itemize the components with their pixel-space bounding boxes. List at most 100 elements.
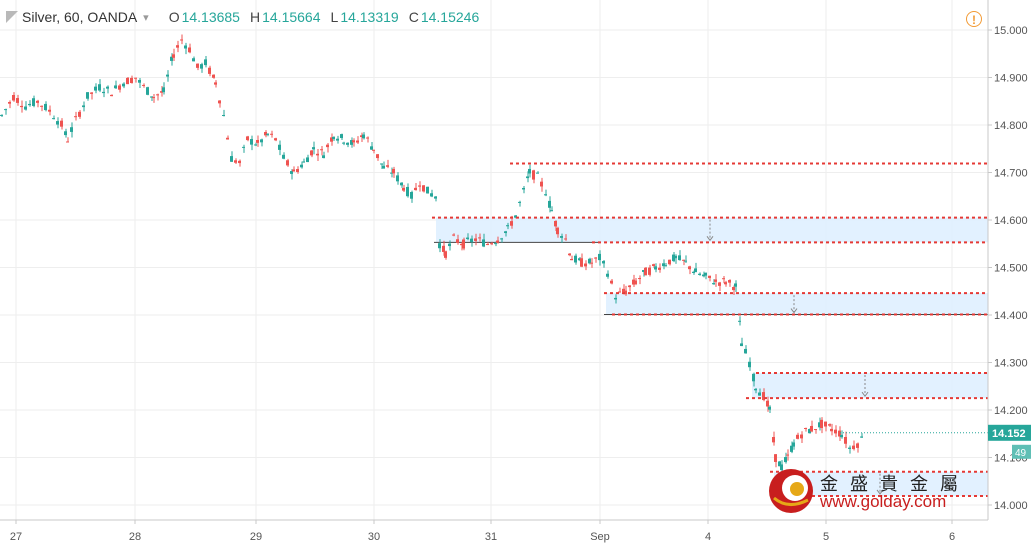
candle-up [426, 186, 429, 194]
close-key: C [408, 9, 419, 25]
candle-down [366, 137, 369, 139]
candle-up [818, 422, 821, 428]
x-tick-label: 6 [949, 531, 955, 543]
candle-up [808, 429, 811, 434]
candle-up [382, 165, 385, 169]
candle-up [184, 45, 187, 49]
candle-down [66, 141, 69, 143]
candle-up [518, 201, 521, 203]
candle-up [504, 231, 507, 234]
candle-up [102, 91, 105, 94]
candle-down [20, 105, 23, 108]
candle-up [200, 64, 203, 69]
candle-down [212, 74, 215, 78]
candle-up [122, 83, 125, 87]
candle-down [74, 116, 77, 118]
y-tick-label: 14.600 [994, 215, 1028, 227]
candle-up [306, 157, 309, 163]
candle-up [106, 86, 109, 89]
candle-down [728, 280, 731, 283]
candle-down [188, 47, 191, 53]
candle-up [290, 171, 293, 174]
candle-down [594, 257, 597, 259]
candle-down [36, 100, 39, 103]
candle-down [590, 262, 593, 264]
candle-down [90, 92, 93, 94]
candle-up [250, 139, 253, 145]
candle-down [554, 220, 557, 227]
zone-arrow-head [790, 308, 798, 314]
candle-down [130, 77, 133, 84]
current-price-label: 14.152 [992, 428, 1026, 440]
candle-up [98, 84, 101, 91]
x-tick-label: 30 [368, 531, 380, 543]
candle-down [238, 160, 241, 164]
candle-down [270, 133, 273, 135]
candle-down [292, 169, 295, 172]
x-tick-label: Sep [590, 531, 610, 543]
candle-down [624, 290, 627, 295]
candle-down [658, 267, 661, 270]
candle-down [622, 288, 625, 293]
candle-down [256, 140, 259, 143]
exclamation-circle-icon[interactable]: ! [966, 11, 982, 27]
y-tick-label: 14.300 [994, 358, 1028, 370]
open-key: O [168, 9, 180, 25]
candle-down [668, 259, 671, 265]
candle-up [642, 270, 645, 272]
candle-up [778, 461, 781, 467]
symbol-title[interactable]: Silver, 60, OANDA [22, 9, 138, 25]
candle-down [584, 263, 587, 267]
candle-up [322, 155, 325, 159]
candle-up [548, 200, 551, 208]
candle-up [578, 258, 581, 261]
candle-up [536, 172, 539, 174]
candle-up [266, 133, 269, 135]
price-axis[interactable]: 15.000 14.900 14.800 14.700 14.600 14.500 14.4… [987, 0, 1031, 552]
candle-up [370, 146, 373, 150]
candle-down [196, 63, 199, 68]
candle-down [772, 436, 775, 443]
candle-up [350, 140, 353, 145]
chevron-down-icon[interactable]: ▾ [143, 11, 149, 24]
candle-up [692, 271, 695, 273]
candle-up [114, 85, 117, 89]
candle-down [110, 94, 113, 97]
low-value: 14.13319 [340, 9, 399, 25]
candle-up [790, 445, 793, 452]
candle-up [494, 243, 497, 245]
collapse-icon[interactable] [6, 11, 18, 23]
candle-down [286, 160, 289, 166]
candle-down [392, 169, 395, 174]
candle-down [214, 82, 217, 85]
candle-down [12, 95, 15, 101]
candle-up [712, 283, 715, 285]
candle-down [838, 430, 841, 437]
y-tick-label: 15.000 [994, 25, 1028, 37]
candle-up [560, 236, 563, 238]
candle-down [580, 258, 583, 267]
candle-up [792, 442, 795, 447]
y-tick-label: 14.900 [994, 73, 1028, 85]
candle-down [708, 275, 711, 278]
candle-up [170, 56, 173, 61]
candle-up [704, 272, 707, 276]
candle-up [86, 92, 89, 99]
candle-up [332, 136, 335, 140]
candle-down [330, 137, 333, 142]
candle-up [654, 266, 657, 270]
time-axis[interactable]: 27 28 29 30 31 Sep 4 5 6 [0, 519, 988, 543]
candle-up [784, 457, 787, 463]
y-tick-label: 14.800 [994, 120, 1028, 132]
candle-down [688, 266, 691, 270]
candle-down [152, 97, 155, 99]
candle-down [774, 454, 777, 462]
candle-down [638, 278, 641, 280]
candle-down [610, 280, 613, 284]
candle-down [820, 419, 823, 429]
candle-down [486, 244, 489, 246]
candle-up [278, 144, 281, 150]
candle-down [274, 138, 277, 141]
